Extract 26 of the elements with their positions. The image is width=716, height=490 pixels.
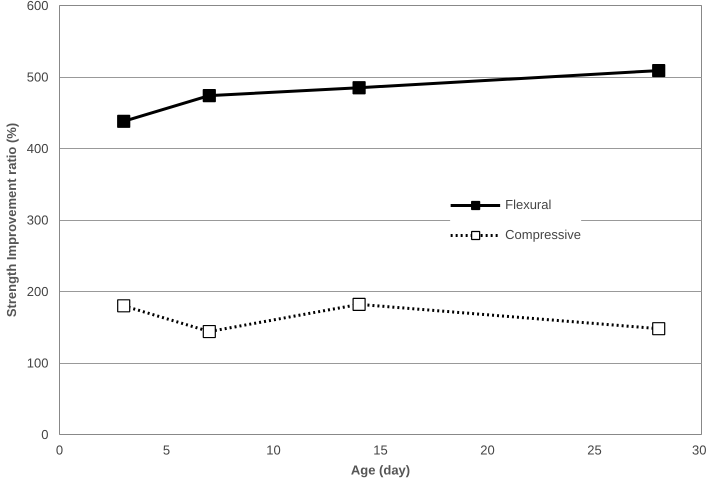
y-tick-label: 600 — [26, 0, 49, 13]
y-tick-label: 300 — [26, 212, 49, 228]
point — [652, 64, 666, 78]
point — [352, 298, 366, 311]
y-tick-label: 200 — [26, 284, 49, 299]
y-tick-label: 100 — [26, 356, 49, 370]
legend-label: Flexural — [505, 197, 552, 212]
x-tick-label: 5 — [162, 442, 170, 458]
point — [652, 322, 666, 336]
y-axis-title: Strength Improvement ratio (%) — [4, 122, 19, 318]
x-tick-label: 0 — [56, 442, 64, 458]
y-tick-label: 0 — [41, 427, 49, 442]
point — [202, 324, 216, 338]
x-tick-label: 20 — [480, 442, 495, 458]
y-tick-label: 400 — [26, 141, 49, 156]
x-axis-title: Age (day) — [350, 462, 410, 478]
y-tick-label: 500 — [26, 70, 49, 84]
point — [117, 299, 130, 312]
x-tick-label: 25 — [587, 442, 602, 458]
point — [202, 88, 216, 102]
point — [117, 114, 130, 128]
point — [352, 81, 366, 94]
x-tick-label: 30 — [692, 442, 707, 458]
legend-label: Compressive — [505, 227, 581, 242]
x-tick-label: 10 — [266, 442, 281, 458]
x-tick-label: 15 — [373, 442, 388, 458]
